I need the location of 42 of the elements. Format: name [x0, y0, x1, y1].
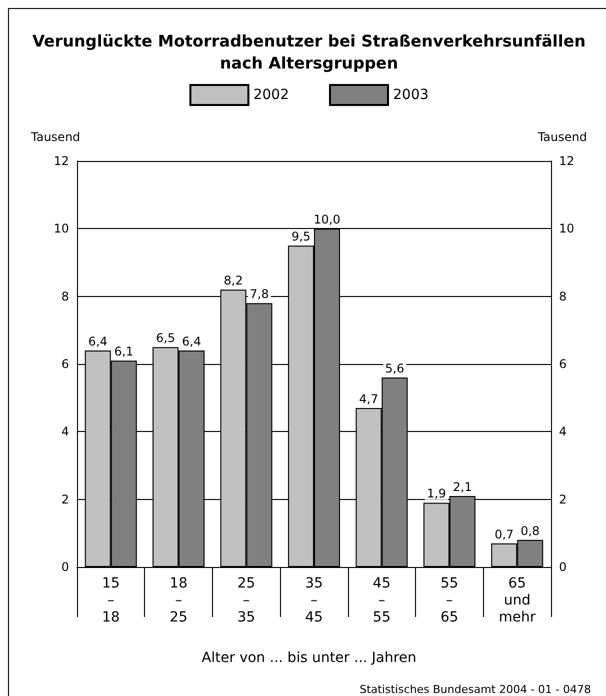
y-tick-label: 6 — [61, 357, 69, 371]
y-tick-label: 8 — [61, 289, 69, 304]
y2-tick-label: 4 — [559, 424, 567, 439]
data-label: 6,5 — [156, 331, 176, 346]
data-label: 4,7 — [359, 392, 378, 406]
x-tick-label: 55 – 65 — [440, 576, 458, 626]
y-tick-label: 12 — [54, 154, 69, 168]
x-tick-label: 35 – 45 — [305, 576, 323, 626]
chart-title: Verunglückte Motorradbenutzer bei Straßenverkehrsunfällen nach Altersgruppen — [32, 32, 586, 72]
x-tick-label: 15 – 18 — [102, 576, 120, 626]
y-tick-label: 2 — [61, 492, 69, 506]
y2-tick-label: 8 — [559, 289, 567, 304]
data-label: 8,2 — [224, 274, 243, 288]
legend-label: 2002 — [253, 87, 290, 103]
y-tick-label: 4 — [61, 424, 69, 439]
y2-tick-label: 12 — [559, 154, 574, 168]
x-tick-label: 25 – 35 — [237, 576, 256, 626]
data-label: 6,1 — [114, 344, 134, 359]
data-label: 6,4 — [88, 334, 108, 348]
x-tick-label: 65 und mehr — [498, 576, 536, 626]
x-tick-label: 18 – 25 — [170, 576, 188, 626]
data-label: 0,7 — [494, 527, 514, 542]
y-tick-label: 0 — [61, 560, 69, 574]
text: Statistisches Bundesamt 2004 - 01 - 0478 — [360, 683, 592, 696]
data-label: 0,8 — [520, 524, 540, 538]
data-label: 9,5 — [291, 230, 311, 244]
y-tick-label: 10 — [54, 222, 69, 236]
y2-tick-label: 0 — [559, 560, 567, 574]
y2-tick-label: 10 — [559, 222, 574, 236]
data-label: 5,6 — [385, 362, 404, 376]
y-axis-title: Tausend — [30, 130, 80, 144]
y2-tick-label: 2 — [559, 492, 567, 506]
data-label: 6,4 — [182, 334, 202, 348]
data-label: 10,0 — [314, 212, 340, 227]
x-axis-title: Alter von ... bis unter ... Jahren — [202, 650, 416, 666]
y2-axis-title: Tausend — [536, 130, 588, 144]
data-label: 2,1 — [452, 480, 472, 494]
data-label: 7,8 — [250, 287, 269, 302]
legend-label: 2003 — [393, 87, 429, 103]
y2-tick-label: 6 — [559, 357, 567, 371]
x-tick-label: 45 – 55 — [372, 576, 391, 626]
data-label: 1,9 — [426, 486, 446, 501]
